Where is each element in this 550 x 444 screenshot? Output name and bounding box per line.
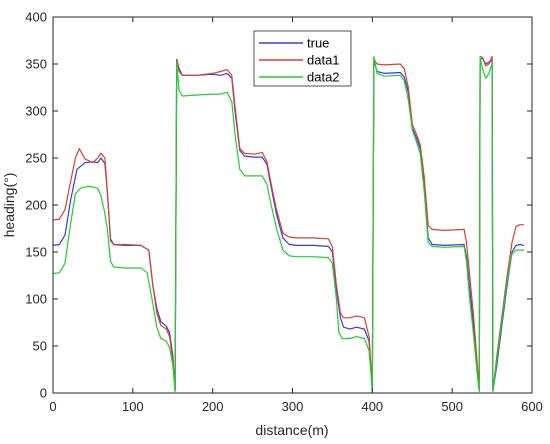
- y-tick-label: 250: [25, 151, 47, 166]
- y-tick-label: 0: [40, 386, 47, 401]
- series-line-data1: [52, 55, 524, 392]
- x-tick-label: 200: [202, 399, 224, 414]
- x-axis-label: distance(m): [255, 422, 328, 438]
- y-tick-label: 100: [25, 292, 47, 307]
- y-axis-label: heading(°): [1, 173, 17, 238]
- x-tick-label: 100: [122, 399, 144, 414]
- legend-label-data1: data1: [307, 53, 340, 68]
- x-tick-label: 500: [441, 399, 463, 414]
- ticks-layer: 0 100 200 300 400 500 600 0 50 100 150 200 250 300 350…: [25, 10, 543, 415]
- series-line-data2: [52, 55, 524, 392]
- x-tick-label: 600: [521, 399, 543, 414]
- y-tick-label: 200: [25, 198, 47, 213]
- y-tick-label: 150: [25, 245, 47, 260]
- x-tick-label: 400: [361, 399, 383, 414]
- y-tick-label: 300: [25, 104, 47, 119]
- x-tick-label: 300: [282, 399, 304, 414]
- legend-label-data2: data2: [307, 70, 340, 85]
- y-tick-label: 400: [25, 10, 47, 25]
- x-tick-label: 0: [49, 399, 56, 414]
- y-tick-label: 50: [33, 339, 47, 354]
- y-tick-label: 350: [25, 57, 47, 72]
- series-layer: [52, 55, 525, 392]
- legend-label-true: true: [307, 36, 329, 51]
- legend: true data1 data2: [253, 30, 352, 87]
